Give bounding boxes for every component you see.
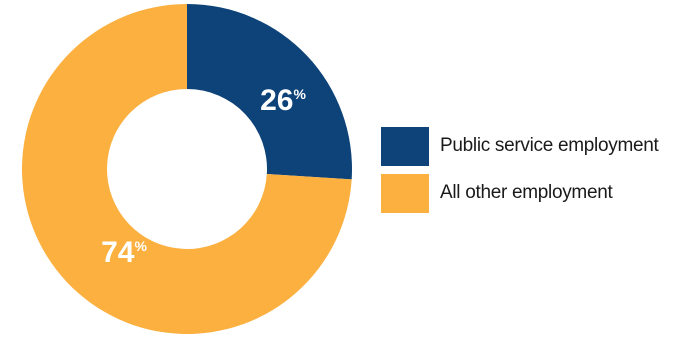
legend-swatch-other [381, 173, 429, 213]
legend-label-public-service: Public service employment [440, 135, 659, 156]
data-label-1: 74% [101, 236, 147, 269]
donut-slice-1 [21, 4, 352, 334]
legend-item-other: All other employment [381, 173, 658, 213]
donut-slice-0 [187, 4, 352, 180]
data-labels: 26% 74% [101, 84, 306, 269]
legend: Public service employment All other empl… [381, 126, 659, 220]
legend-item-public-service: Public service employment [381, 126, 659, 166]
donut-slices [21, 4, 352, 334]
data-label-0: 26% [260, 84, 306, 117]
legend-label-other: All other employment [440, 182, 613, 203]
legend-swatch-public-service [381, 126, 429, 166]
